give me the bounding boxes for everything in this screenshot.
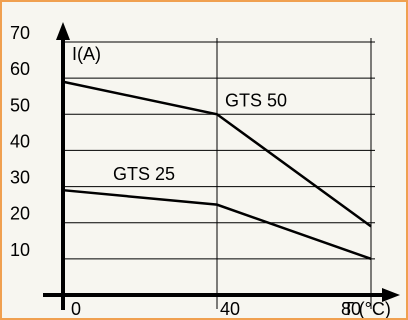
series-line: [62, 80, 372, 228]
labels: GTS 50 GTS 25 10 20 30 40 50 60 70 0 40 80 I(A) T (°C…: [10, 23, 391, 318]
y-tick-label: 10: [10, 240, 30, 260]
y-axis-arrow: [56, 22, 70, 40]
y-tick-label: 50: [10, 95, 30, 115]
y-tick-label: 70: [10, 23, 30, 43]
series-label: GTS 50: [225, 90, 287, 110]
x-tick-label: 0: [71, 299, 81, 318]
series-line: [62, 188, 372, 261]
series-lines: [62, 80, 372, 261]
y-tick-label: 20: [10, 204, 30, 224]
x-tick-label: 40: [220, 299, 240, 318]
y-tick-label: 40: [10, 131, 30, 151]
y-tick-label: 60: [10, 59, 30, 79]
x-axis-title: T (°C): [343, 299, 391, 318]
x-axis-arrow: [382, 288, 400, 302]
axes: [43, 22, 400, 310]
series-label: GTS 25: [113, 164, 175, 184]
line-chart: GTS 50 GTS 25 10 20 30 40 50 60 70 0 40 80 I(A) T (°C…: [10, 22, 400, 318]
y-tick-label: 30: [10, 168, 30, 188]
grid: [63, 38, 375, 309]
x-tick-label: 80: [341, 299, 361, 318]
y-axis-title: I(A): [72, 44, 101, 64]
